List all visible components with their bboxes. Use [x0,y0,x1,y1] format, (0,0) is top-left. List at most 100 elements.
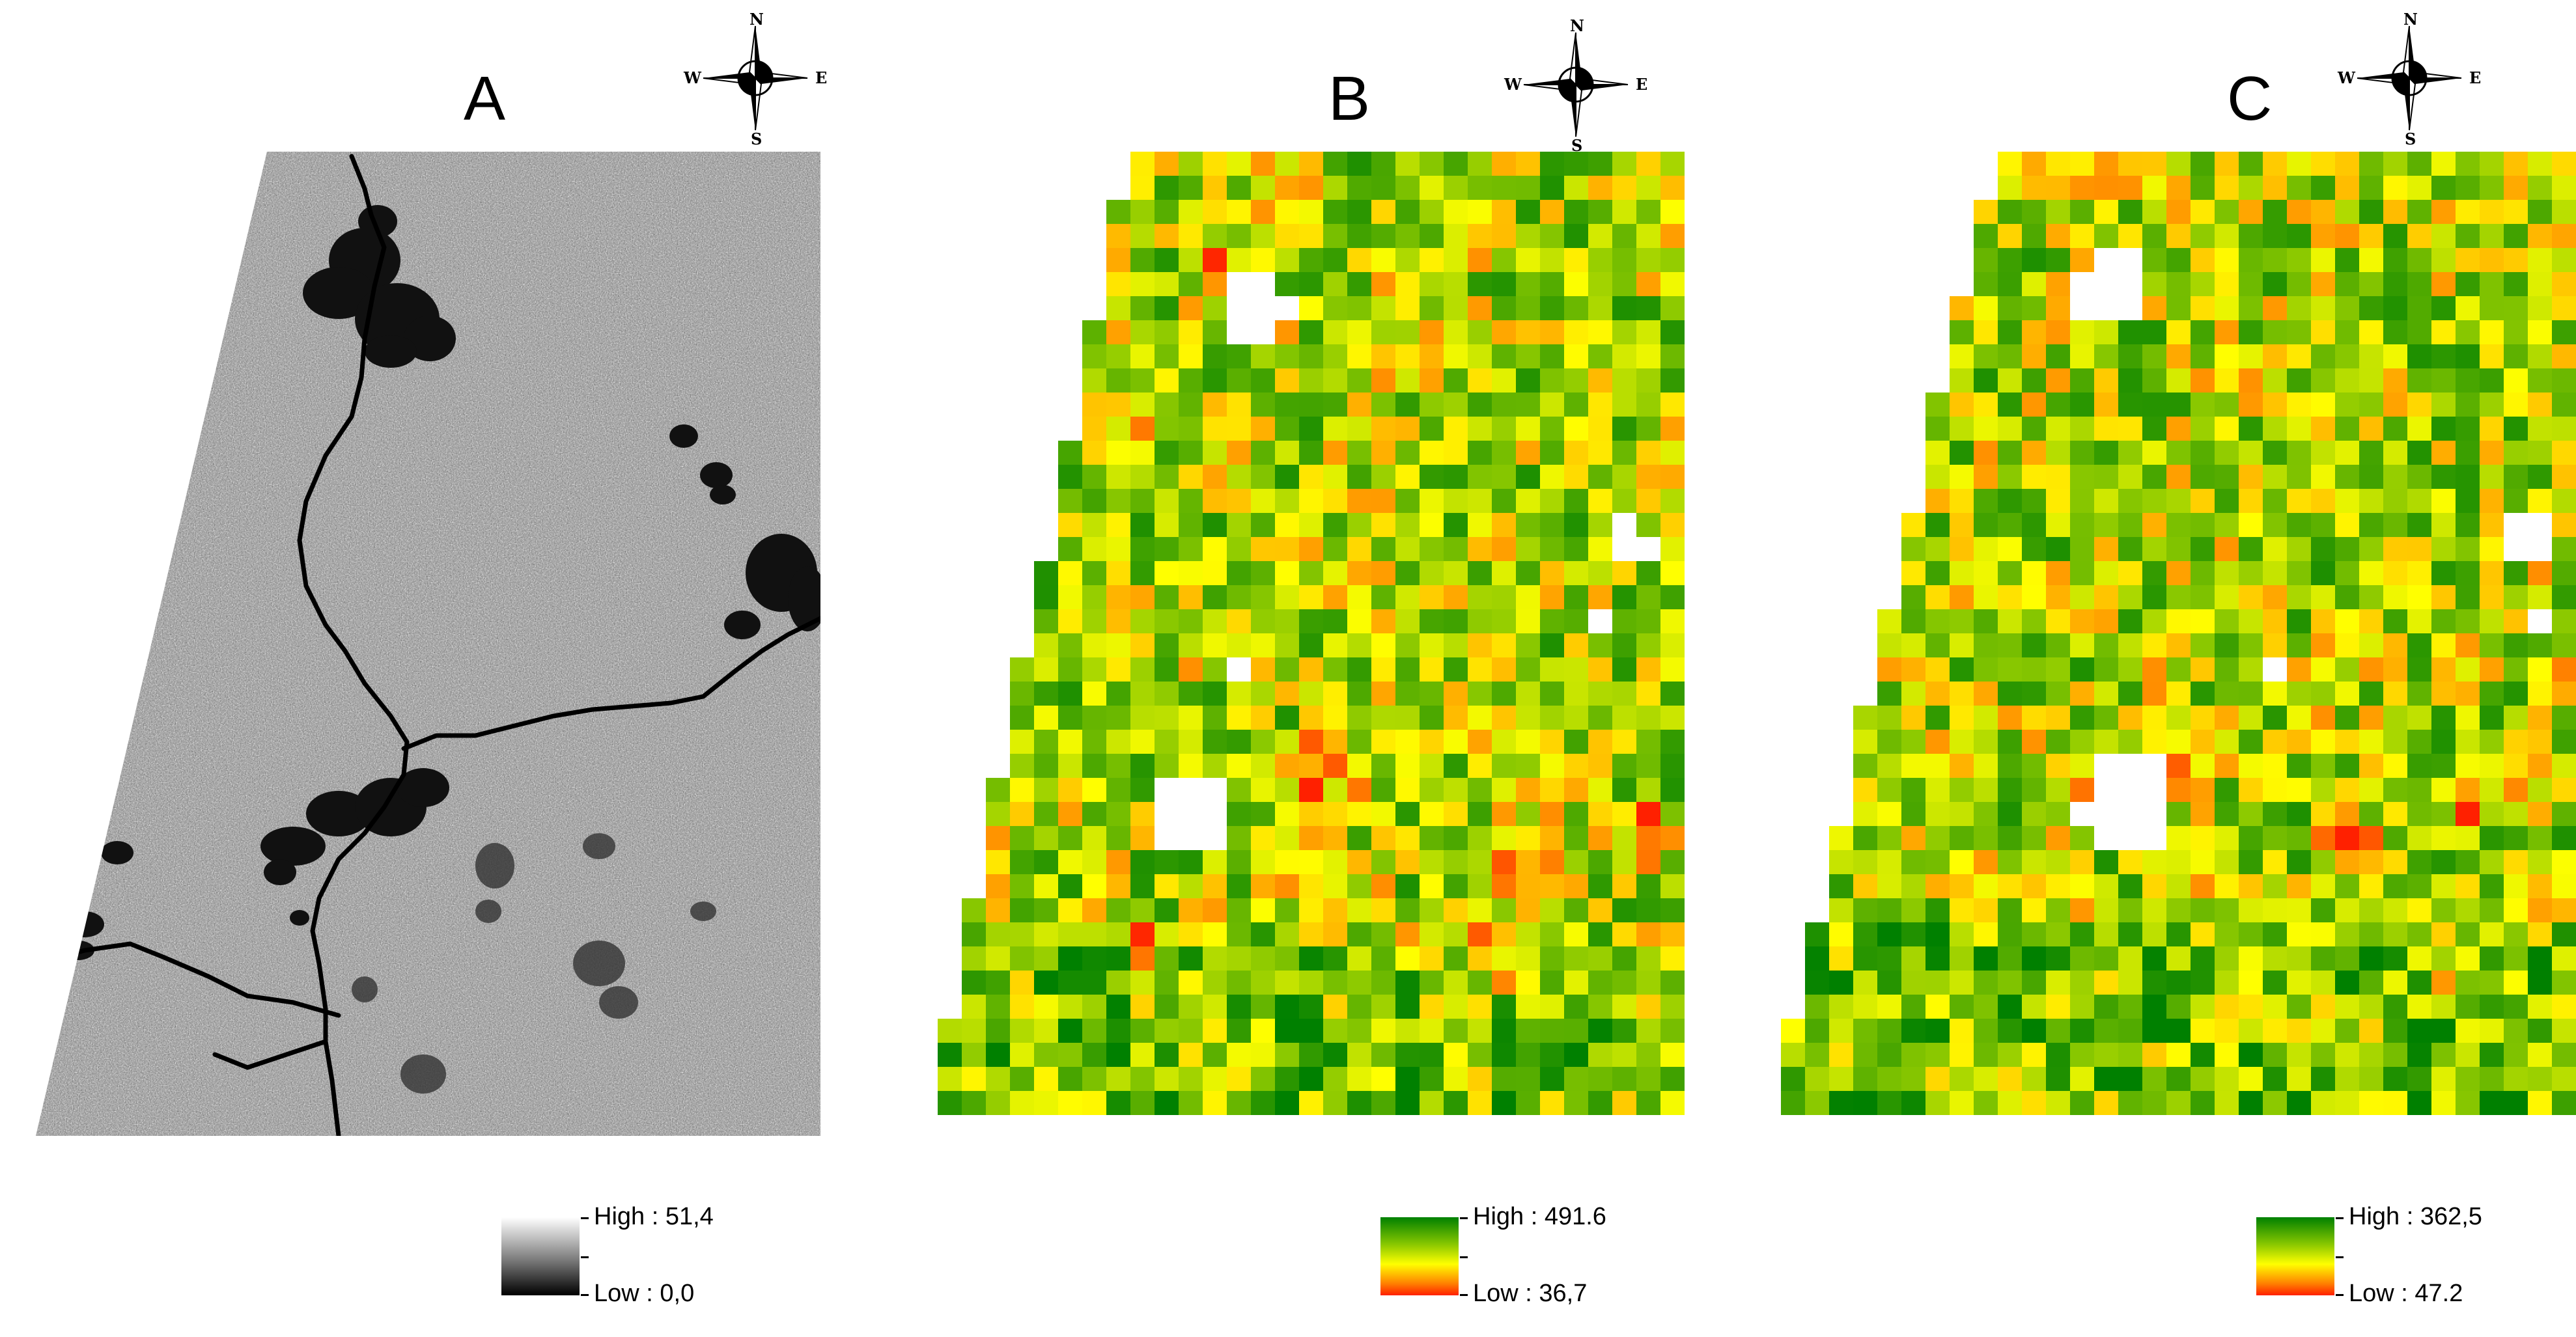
grid-cell [1925,1043,1950,1067]
grid-cell [2046,802,2070,826]
panel-a: A N S W E [0,0,866,1337]
grid-cell [1564,633,1588,657]
grid-cell [2022,754,2046,778]
grid-cell [1395,1067,1420,1091]
grid-cell [1251,754,1275,778]
grid-cell [1540,368,1564,393]
grid-cell [2142,465,2166,489]
grid-cell [2022,850,2046,874]
grid-cell [2552,706,2576,730]
grid-cell [1468,1067,1492,1091]
grid-cell [1636,585,1660,609]
grid-cell [1082,778,1106,802]
grid-cell [1540,344,1564,368]
grid-cell [2263,537,2287,561]
grid-cell [2191,633,2215,657]
grid-cell [1950,537,1974,561]
grid-cell [2239,200,2263,224]
grid-cell [1251,393,1275,417]
grid-cell [2287,706,2311,730]
grid-cell [1299,417,1323,441]
compass-w: W [684,68,701,87]
grid-cell [2480,585,2504,609]
grid-cell [962,971,986,995]
grid-cell [2335,802,2359,826]
grid-cell [2215,754,2239,778]
grid-cell [2287,682,2311,706]
grid-cell [2070,874,2094,898]
grid-cell [1877,995,1901,1019]
grid-cell [2022,826,2046,850]
grid-cell [1034,778,1058,802]
grid-cell [1540,465,1564,489]
grid-cell [1974,224,1998,248]
grid-cell [1564,922,1588,946]
grid-cell [2263,1067,2287,1091]
grid-cell [2191,537,2215,561]
grid-cell [1877,874,1901,898]
grid-cell [1275,633,1299,657]
grid-cell [1275,441,1299,465]
grid-cell [1492,922,1516,946]
grid-cell [1540,946,1564,971]
grid-cell [2239,465,2263,489]
grid-cell [2359,778,2383,802]
grid-cell [1516,320,1540,344]
grid-cell [1251,778,1275,802]
grid-cell [1660,706,1685,730]
grid-cell [1950,1067,1974,1091]
grid-cell [2359,682,2383,706]
grid-cell [1540,657,1564,682]
grid-cell [1950,441,1974,465]
grid-cell [1275,754,1299,778]
grid-cell [1130,441,1155,465]
grid-cell [1347,176,1371,200]
grid-cell [1275,682,1299,706]
grid-cell [2431,922,2456,946]
grid-cell [1420,730,1444,754]
grid-cell [1371,537,1395,561]
grid-cell [1323,1043,1347,1067]
grid-cell [2504,200,2528,224]
grid-cell [1395,971,1420,995]
grid-cell [2118,874,2142,898]
grid-cell [2046,393,2070,417]
grid-cell [2118,1043,2142,1067]
grid-cell [2263,1019,2287,1043]
grid-cell [1420,176,1444,200]
grid-cell [1444,248,1468,272]
grid-cell [1468,778,1492,802]
grid-cell [1130,465,1155,489]
grid-cell [1829,971,1853,995]
grid-cell [1395,682,1420,706]
grid-cell [2480,224,2504,248]
grid-cell [1179,176,1203,200]
grid-cell [2383,176,2407,200]
grid-cell [1925,633,1950,657]
grid-cell [2263,561,2287,585]
grid-cell [1588,633,1612,657]
grid-cell [1805,1091,1829,1115]
grid-cell [1275,802,1299,826]
grid-cell [2022,898,2046,922]
grid-cell [2528,320,2552,344]
grid-cell [1347,344,1371,368]
grid-cell [1058,609,1082,633]
grid-cell [1468,513,1492,537]
grid-cell [1588,971,1612,995]
grid-cell [1203,898,1227,922]
grid-cell [1420,200,1444,224]
grid-cell [1492,513,1516,537]
grid-cell [1564,417,1588,441]
grid-cell [2263,1043,2287,1067]
grid-cell [2142,441,2166,465]
grid-cell [1058,971,1082,995]
grid-cell [2383,682,2407,706]
grid-cell [1588,465,1612,489]
grid-cell [1299,874,1323,898]
grid-cell [1347,995,1371,1019]
grid-cell [1179,1091,1203,1115]
grid-cell [2504,850,2528,874]
grid-cell [2456,995,2480,1019]
grid-cell [1853,1091,1877,1115]
